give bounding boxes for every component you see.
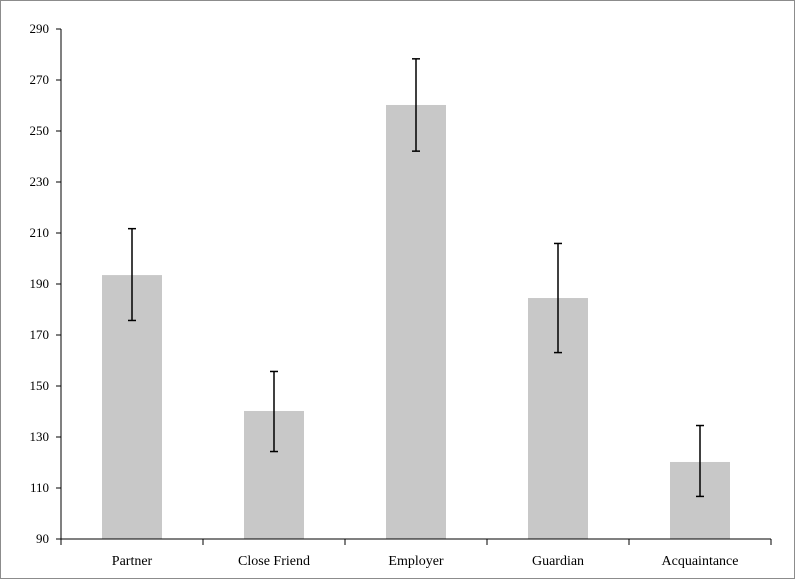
y-tick-label: 130 [30, 429, 50, 444]
x-labels-group: Partner Close Friend Employer Guardian Acqua… [60, 539, 772, 569]
y-tick-label: 170 [30, 327, 50, 342]
y-tick-label: 110 [30, 480, 49, 495]
x-category-label: Acquaintance [662, 554, 739, 569]
x-category-label: Close Friend [238, 554, 310, 569]
x-category-label: Employer [388, 554, 444, 569]
y-tick-label: 250 [30, 123, 50, 138]
y-tick-label: 90 [36, 531, 49, 546]
x-category-label: Partner [112, 554, 153, 569]
bars-group [102, 104, 730, 540]
y-tick-label: 150 [30, 378, 50, 393]
x-category-label: Guardian [532, 554, 584, 569]
y-tick-label: 210 [30, 225, 50, 240]
y-ticks-group: 90 110 130 150 170 190 210 230 250 270 290 [30, 21, 61, 546]
y-tick-label: 270 [30, 72, 50, 87]
bar-employer [386, 104, 446, 540]
y-tick-label: 190 [30, 276, 50, 291]
error-bars-group [128, 58, 704, 498]
y-tick-label: 290 [30, 21, 50, 36]
y-tick-label: 230 [30, 174, 50, 189]
